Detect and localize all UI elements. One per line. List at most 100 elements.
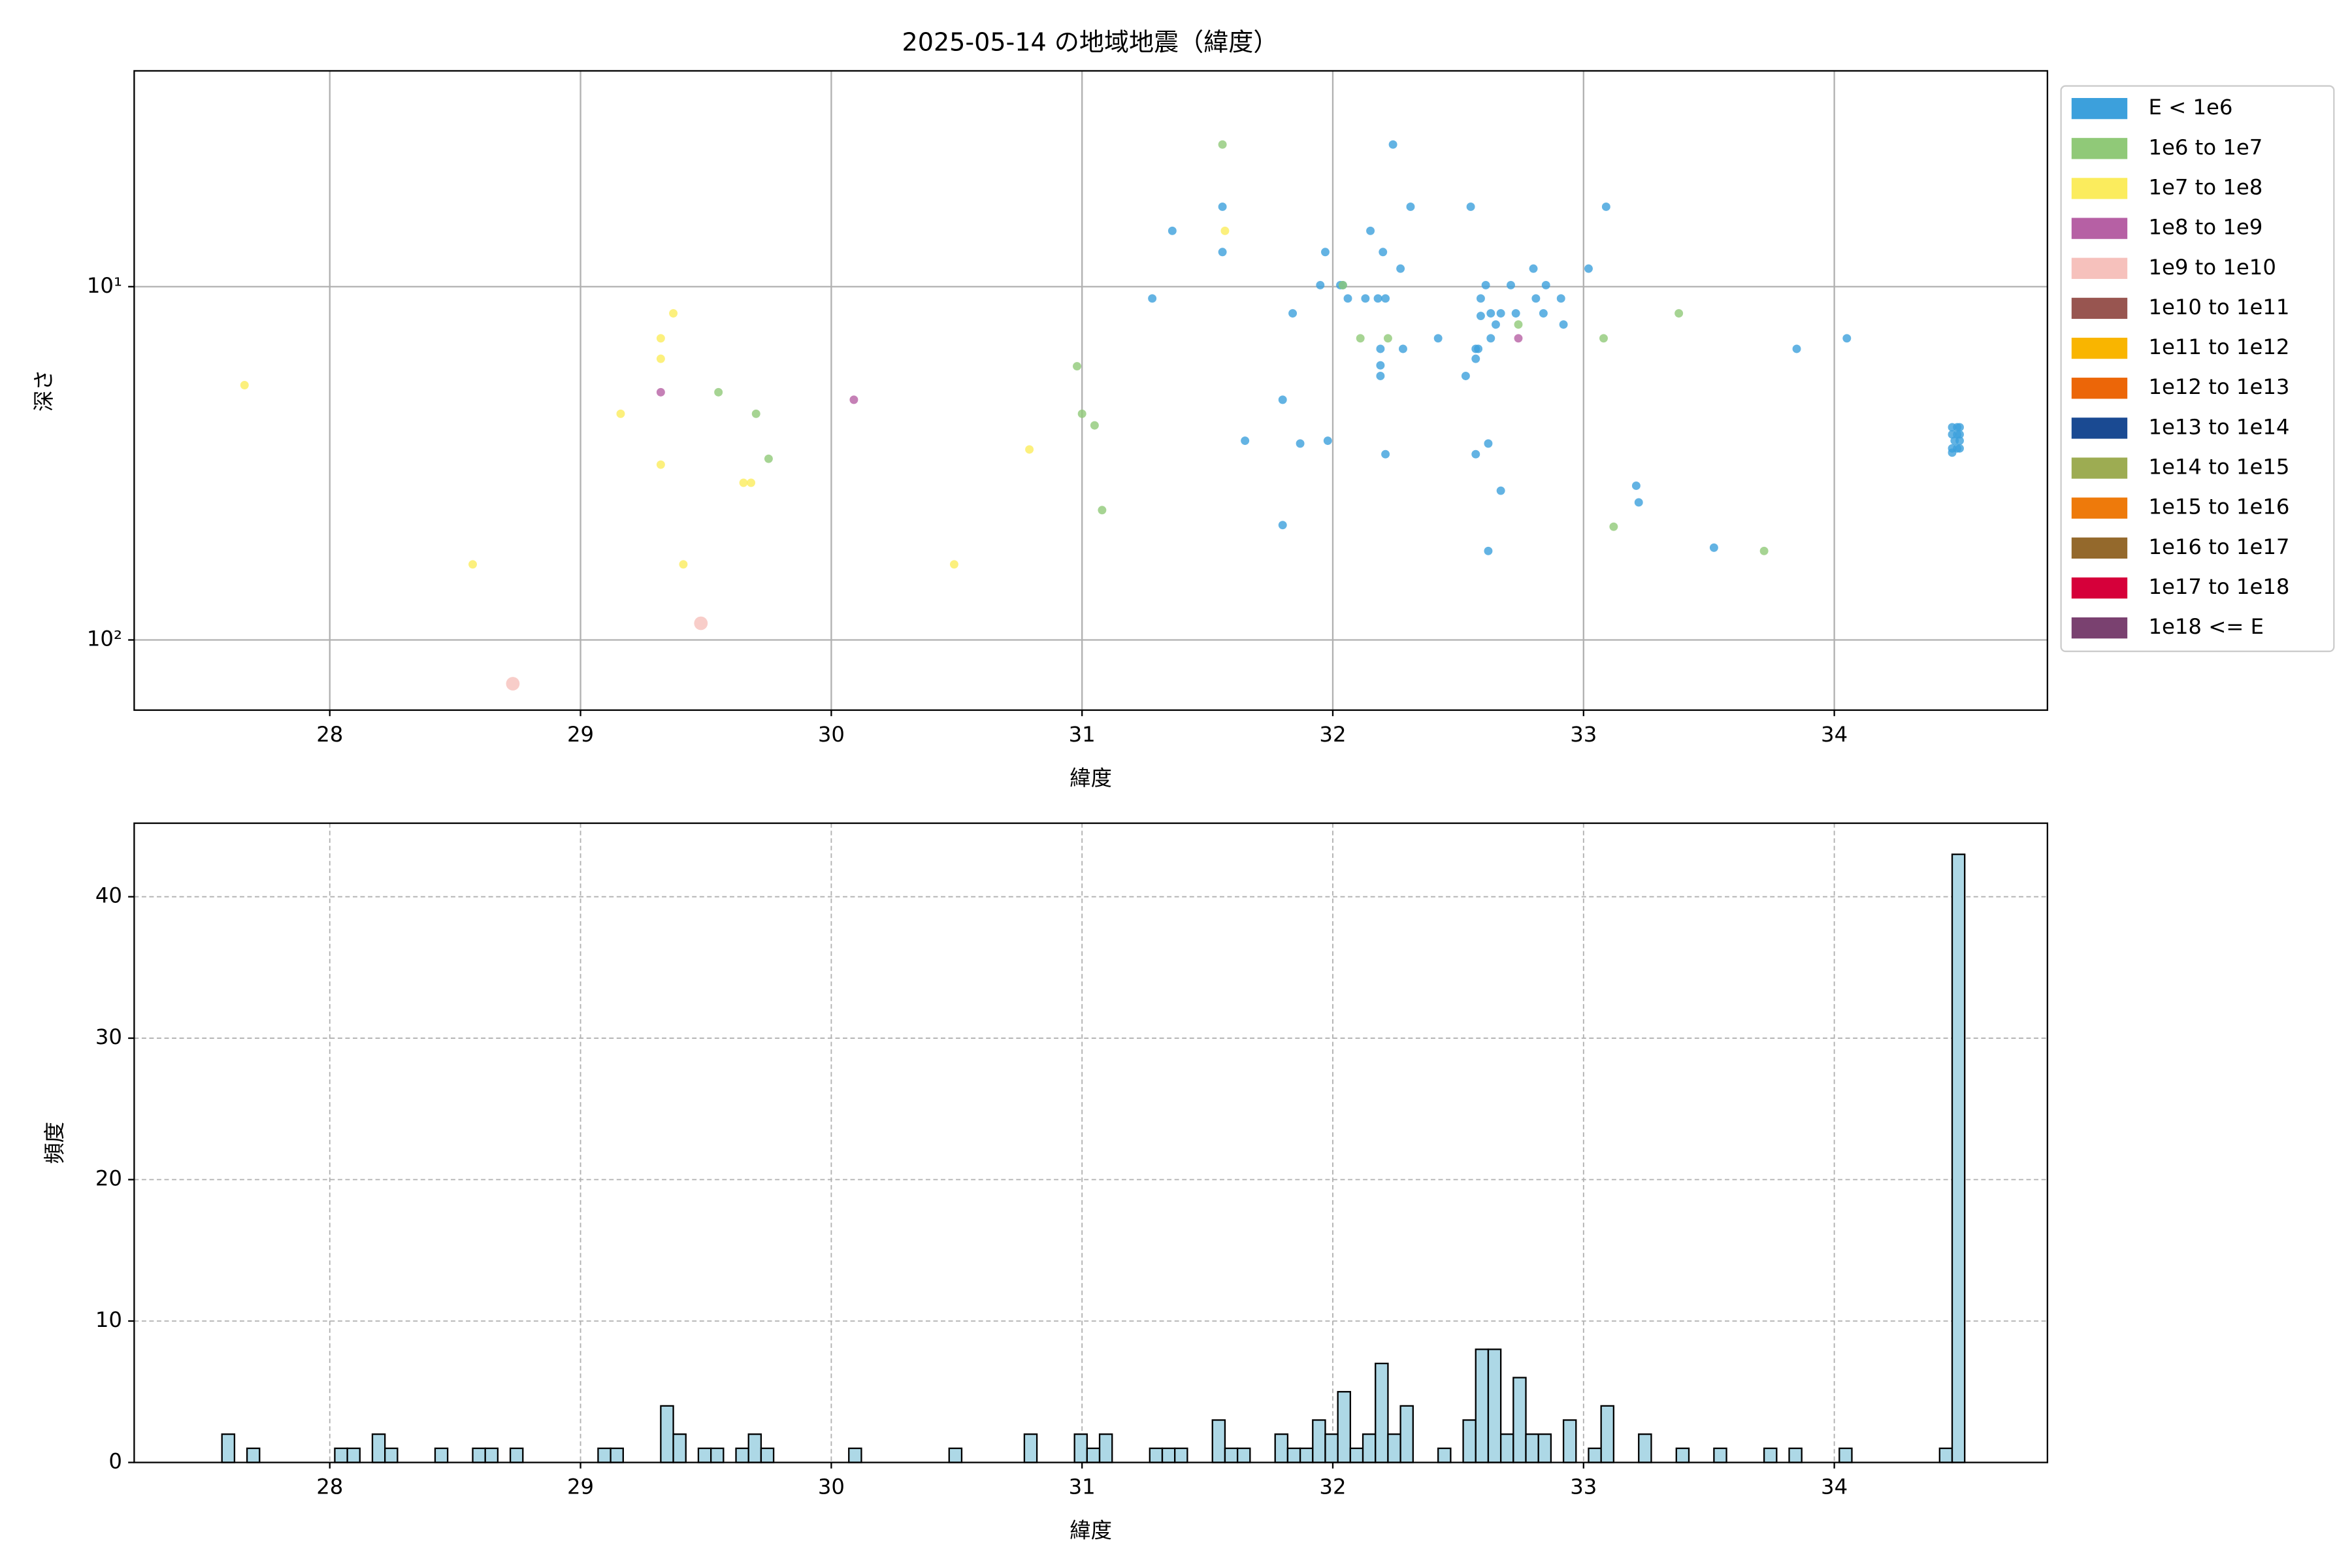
- histogram-bar: [1537, 1433, 1552, 1463]
- legend-swatch: [2071, 497, 2128, 519]
- legend-label: 1e15 to 1e16: [2148, 495, 2289, 519]
- y-tick-label: 10²: [87, 627, 122, 651]
- data-point: [1379, 248, 1388, 257]
- legend-label: 1e14 to 1e15: [2148, 455, 2289, 480]
- data-point: [1601, 202, 1610, 211]
- x-tick-label: 31: [1069, 1475, 1096, 1499]
- data-point: [694, 616, 708, 630]
- data-point: [1514, 334, 1523, 343]
- histogram-bar: [1938, 1447, 1953, 1463]
- data-point: [1323, 436, 1332, 446]
- histogram-bar: [1073, 1433, 1088, 1463]
- legend-label: E < 1e6: [2148, 95, 2232, 120]
- data-point: [1948, 448, 1957, 457]
- data-point: [616, 409, 625, 418]
- data-point: [1241, 436, 1250, 446]
- data-point: [506, 677, 520, 691]
- data-point: [1842, 334, 1852, 343]
- histogram-bar: [1499, 1433, 1514, 1463]
- data-point: [1471, 449, 1480, 459]
- x-axis-label: 緯度: [1070, 1518, 1112, 1543]
- x-axis-label: 緯度: [1070, 766, 1112, 791]
- data-point: [1218, 202, 1227, 211]
- histogram-bar: [1675, 1447, 1690, 1463]
- legend-label: 1e18 <= E: [2148, 614, 2264, 639]
- histogram-bar: [1349, 1447, 1364, 1463]
- legend-label: 1e7 to 1e8: [2148, 174, 2262, 199]
- legend-swatch: [2071, 138, 2128, 159]
- legend-label: 1e12 to 1e13: [2148, 374, 2289, 399]
- data-point: [1433, 334, 1443, 343]
- data-point: [656, 387, 665, 397]
- histogram-bar: [1462, 1419, 1477, 1463]
- data-point: [1599, 334, 1608, 343]
- data-point: [1507, 280, 1515, 289]
- histogram-bar: [1512, 1377, 1527, 1463]
- data-point: [1709, 543, 1718, 552]
- data-point: [1338, 280, 1347, 289]
- data-point: [1025, 445, 1034, 454]
- data-point: [1278, 521, 1287, 530]
- histogram-bar: [221, 1433, 236, 1463]
- data-point: [1366, 226, 1375, 235]
- data-point: [1288, 309, 1298, 318]
- plot-frame: [133, 70, 2048, 711]
- data-point: [1955, 436, 1964, 446]
- data-point: [1148, 294, 1157, 303]
- data-point: [1541, 280, 1550, 289]
- data-point: [1383, 334, 1392, 343]
- data-point: [1631, 481, 1641, 490]
- data-point: [1484, 439, 1493, 448]
- legend-frame: [2060, 85, 2335, 653]
- histogram-bar: [346, 1447, 361, 1463]
- data-point: [1090, 421, 1099, 430]
- data-point: [1514, 320, 1523, 329]
- data-point: [1077, 409, 1086, 418]
- y-axis-label: 頻度: [42, 1122, 67, 1164]
- histogram-bar: [371, 1433, 386, 1463]
- data-point: [1496, 309, 1505, 318]
- legend-label: 1e6 to 1e7: [2148, 135, 2262, 159]
- data-point: [1529, 264, 1538, 273]
- histogram-bar: [597, 1447, 612, 1463]
- data-point: [1376, 344, 1385, 353]
- data-point: [1584, 264, 1593, 273]
- histogram-bar: [747, 1433, 762, 1463]
- data-point: [1098, 506, 1107, 515]
- data-point: [1955, 430, 1964, 439]
- histogram-bar: [1098, 1433, 1113, 1463]
- legend-label: 1e13 to 1e14: [2148, 414, 2289, 439]
- data-point: [1471, 354, 1480, 363]
- data-point: [949, 560, 958, 569]
- data-point: [1396, 264, 1405, 273]
- data-point: [1476, 312, 1485, 320]
- data-point: [1539, 309, 1548, 318]
- legend-swatch: [2071, 378, 2128, 399]
- legend-swatch: [2071, 218, 2128, 239]
- histogram-bar: [1337, 1391, 1352, 1463]
- histogram-bar: [1475, 1348, 1490, 1463]
- data-point: [1461, 372, 1470, 380]
- legend-swatch: [2071, 337, 2128, 359]
- x-tick-label: 30: [818, 722, 845, 747]
- histogram-bar: [1224, 1447, 1239, 1463]
- x-tick-label: 32: [1319, 1475, 1346, 1499]
- histogram-bar: [334, 1447, 348, 1463]
- data-point: [1792, 344, 1801, 353]
- legend-swatch: [2071, 98, 2128, 120]
- x-tick-label: 34: [1821, 722, 1848, 747]
- legend-swatch: [2071, 417, 2128, 439]
- data-point: [1321, 248, 1330, 257]
- histogram-bar: [1638, 1433, 1652, 1463]
- histogram-bar: [710, 1447, 725, 1463]
- legend-label: 1e8 to 1e9: [2148, 215, 2262, 240]
- data-point: [1492, 320, 1500, 329]
- data-point: [1486, 309, 1495, 318]
- data-point: [1609, 522, 1618, 531]
- histogram-bar: [1312, 1419, 1326, 1463]
- y-tick-label: 10¹: [87, 273, 122, 298]
- data-point: [1381, 449, 1390, 459]
- histogram-bar: [1387, 1433, 1401, 1463]
- data-point: [1474, 344, 1483, 353]
